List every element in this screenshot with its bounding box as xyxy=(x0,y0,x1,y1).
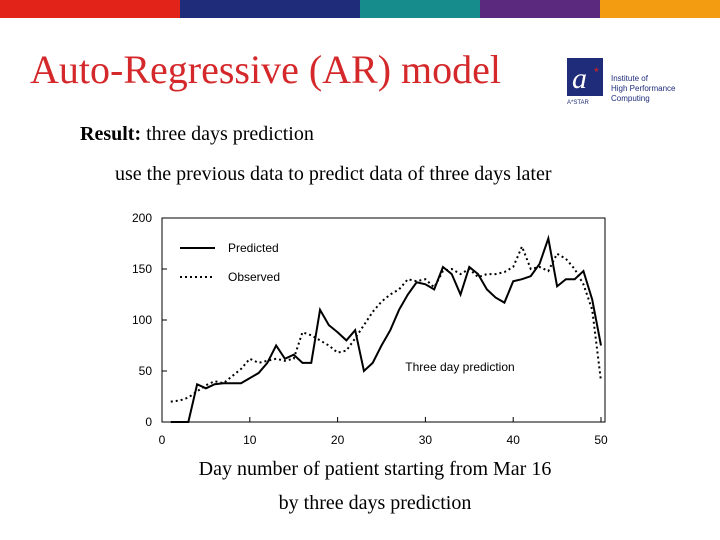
x-tick-label: 50 xyxy=(594,433,608,447)
logo-org: A*STAR xyxy=(567,100,590,106)
logo-text: Institute of xyxy=(611,74,649,83)
x-tick-label: 40 xyxy=(507,433,521,447)
series-line xyxy=(170,234,602,423)
x-tick-label: 10 xyxy=(243,433,257,447)
top-bar xyxy=(0,0,180,18)
logo: a * A*STAR Institute of High Performance… xyxy=(567,58,676,106)
logo-text: Computing xyxy=(611,94,650,103)
y-tick-label: 100 xyxy=(132,313,152,327)
y-tick-label: 0 xyxy=(145,415,152,429)
top-bar xyxy=(360,0,480,18)
x-tick-label: 30 xyxy=(419,433,433,447)
legend-label: Observed xyxy=(228,270,280,284)
top-bar xyxy=(480,0,600,18)
top-bar xyxy=(180,0,360,18)
legend-label: Predicted xyxy=(228,241,279,255)
logo-letter: a xyxy=(572,62,587,95)
logo-text: High Performance xyxy=(611,84,676,93)
caption: by three days prediction xyxy=(279,492,472,514)
annotation: Three day prediction xyxy=(405,360,514,374)
y-tick-label: 150 xyxy=(132,262,152,276)
logo-star: * xyxy=(594,65,599,79)
caption: Day number of patient starting from Mar … xyxy=(199,458,552,480)
y-tick-label: 50 xyxy=(139,364,153,378)
result-text: three days prediction xyxy=(146,123,314,145)
x-tick-label: 20 xyxy=(331,433,345,447)
description: use the previous data to predict data of… xyxy=(115,163,552,185)
chart: 0 10 20 30 40 50 0 50 100 150 200 Predicted Observed… xyxy=(132,211,608,447)
result-label: Result: xyxy=(80,123,141,145)
x-tick-label: 0 xyxy=(159,433,166,447)
logo-mark xyxy=(567,58,603,96)
top-bar xyxy=(600,0,720,18)
slide-title: Auto-Regressive (AR) model xyxy=(30,47,501,92)
result-line: Result: three days prediction xyxy=(80,123,314,145)
y-tick-label: 200 xyxy=(132,211,152,225)
